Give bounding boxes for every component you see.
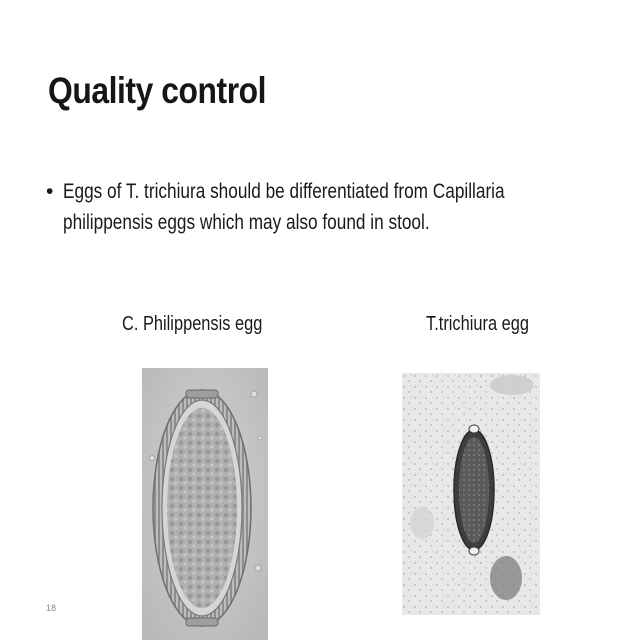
caption-capillaria-egg: C. Philippensis egg xyxy=(122,313,263,335)
caption-trichuris-egg: T.trichiura egg xyxy=(426,313,530,335)
bullet-line-1: Eggs of T. trichiura should be different… xyxy=(63,180,505,203)
bullet-marker: • xyxy=(46,180,54,203)
page-number: 18 xyxy=(46,603,57,613)
capillaria-egg-micrograph xyxy=(142,368,268,640)
bullet-line-2: philippensis eggs which may also found i… xyxy=(63,211,430,234)
bullet-text: Eggs of T. trichiura should be different… xyxy=(63,176,522,238)
bullet-point: • Eggs of T. trichiura should be differe… xyxy=(46,176,566,238)
trichuris-egg-illustration xyxy=(402,373,540,615)
capillaria-egg-illustration xyxy=(142,368,268,640)
trichuris-egg-micrograph xyxy=(402,373,540,615)
slide-title: Quality control xyxy=(48,70,267,111)
